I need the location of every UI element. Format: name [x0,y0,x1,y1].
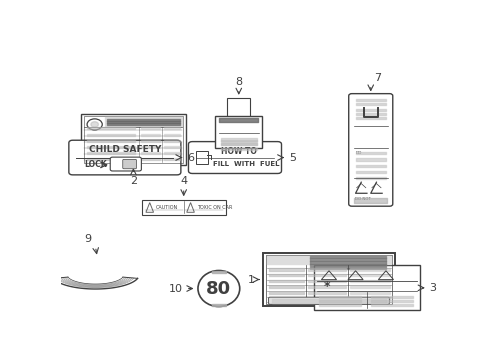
FancyBboxPatch shape [314,265,420,310]
FancyBboxPatch shape [227,98,250,118]
FancyBboxPatch shape [69,140,181,175]
Text: 3: 3 [430,283,437,293]
FancyBboxPatch shape [269,297,390,304]
FancyBboxPatch shape [110,157,142,171]
Polygon shape [53,277,138,289]
Ellipse shape [198,270,240,306]
Text: 6: 6 [188,153,195,163]
Text: 80: 80 [206,279,231,297]
FancyBboxPatch shape [189,141,281,174]
Text: CAUTION: CAUTION [156,204,178,210]
Text: FILL  WITH  FUEL: FILL WITH FUEL [213,161,280,167]
Text: DO: DO [356,150,362,154]
FancyBboxPatch shape [123,159,136,169]
FancyBboxPatch shape [349,94,393,206]
FancyBboxPatch shape [142,199,226,215]
Text: 7: 7 [374,73,382,82]
Text: HOW TO: HOW TO [220,147,257,156]
FancyBboxPatch shape [216,116,262,148]
Text: 10: 10 [169,284,183,293]
Circle shape [91,122,98,127]
Text: DO NOT: DO NOT [355,197,370,201]
FancyBboxPatch shape [196,151,208,163]
Text: 8: 8 [235,77,243,87]
Text: 2: 2 [130,176,137,186]
Text: 4: 4 [180,176,187,186]
Text: TOXIC ON CAR: TOXIC ON CAR [197,204,232,210]
Text: LOCK: LOCK [84,160,107,169]
Text: 5: 5 [289,153,296,163]
FancyBboxPatch shape [263,253,395,306]
Text: 9: 9 [84,234,92,244]
Text: CHILD SAFETY: CHILD SAFETY [89,145,161,154]
FancyBboxPatch shape [81,114,186,165]
Text: 1: 1 [248,275,255,284]
Text: *: * [324,280,330,293]
